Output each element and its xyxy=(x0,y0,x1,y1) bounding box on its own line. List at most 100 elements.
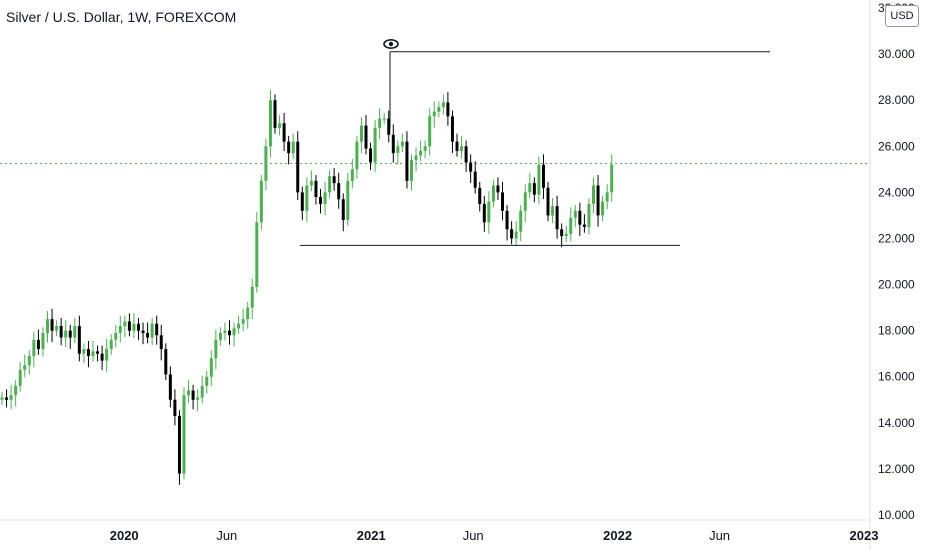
candle-up xyxy=(400,141,404,147)
candle-down xyxy=(446,102,450,117)
candle-down xyxy=(68,330,72,338)
candle-down xyxy=(332,176,336,184)
candle-up xyxy=(410,160,413,181)
candle-down xyxy=(168,374,172,400)
candle-up xyxy=(268,100,272,147)
candle-up xyxy=(23,365,27,370)
candle-up xyxy=(460,146,464,151)
candle-up xyxy=(278,123,282,128)
x-tick-label: 2021 xyxy=(357,528,386,543)
candle-up xyxy=(396,146,400,154)
candle-up xyxy=(91,351,95,356)
candle-up xyxy=(105,349,109,361)
candle-up xyxy=(196,397,200,400)
candle-up xyxy=(610,164,614,193)
candle-down xyxy=(96,351,100,354)
candle-up xyxy=(382,118,386,120)
candle-down xyxy=(282,123,286,142)
candle-down xyxy=(501,192,504,211)
candle-up xyxy=(423,146,427,151)
candle-up xyxy=(237,323,241,329)
candle-up xyxy=(346,180,350,221)
candle-up xyxy=(123,321,127,327)
candle-up xyxy=(328,176,332,193)
candle-down xyxy=(496,185,500,193)
candle-up xyxy=(32,339,36,356)
candle-down xyxy=(319,196,322,204)
time-axis[interactable]: 2020 Jun 2021 Jun 2022 Jun 2023 xyxy=(110,528,879,543)
candle-down xyxy=(337,183,341,200)
candle-up xyxy=(187,390,191,396)
candle-up xyxy=(255,222,259,287)
candle-up xyxy=(205,376,209,386)
candle-down xyxy=(177,415,181,474)
candle-up xyxy=(132,323,136,331)
candle-up xyxy=(46,319,49,333)
candle-down xyxy=(405,141,409,181)
candle-down xyxy=(228,330,231,336)
candlestick-series xyxy=(0,89,614,485)
candle-down xyxy=(505,210,509,230)
x-tick-label: Jun xyxy=(709,528,730,543)
x-tick-label: 2020 xyxy=(110,528,139,543)
candle-down xyxy=(387,118,391,135)
candle-up xyxy=(528,183,532,193)
candle-up xyxy=(587,203,591,227)
candle-up xyxy=(218,332,222,340)
eye-icon[interactable] xyxy=(383,38,399,49)
candle-down xyxy=(364,125,368,149)
candle-up xyxy=(441,102,445,108)
candle-up xyxy=(214,339,218,359)
y-tick-label: 26.000 xyxy=(878,139,915,153)
candle-down xyxy=(300,192,304,211)
price-axis[interactable]: 10.000 12.000 14.000 16.000 18.000 20.000 22.0… xyxy=(878,1,915,522)
candle-down xyxy=(59,326,63,338)
y-tick-label: 16.000 xyxy=(878,370,915,384)
candle-down xyxy=(464,146,468,163)
candle-up xyxy=(232,328,236,336)
candle-up xyxy=(551,206,555,216)
candle-down xyxy=(146,332,150,338)
candle-down xyxy=(127,321,131,331)
candle-up xyxy=(355,141,359,170)
candle-up xyxy=(118,326,122,333)
y-tick-label: 24.000 xyxy=(878,185,915,199)
candle-down xyxy=(86,349,90,356)
y-tick-label: 22.000 xyxy=(878,231,915,245)
candle-down xyxy=(5,397,9,400)
currency-button[interactable]: USD xyxy=(885,5,919,27)
chart-title: Silver / U.S. Dollar, 1W, FOREXCOM xyxy=(6,9,237,25)
candle-up xyxy=(27,355,31,366)
candle-up xyxy=(378,118,382,128)
x-tick-label: Jun xyxy=(463,528,484,543)
candle-up xyxy=(487,201,491,223)
candle-up xyxy=(200,385,204,398)
candle-down xyxy=(578,210,582,225)
y-tick-label: 28.000 xyxy=(878,93,915,107)
candle-down xyxy=(287,141,291,154)
candle-up xyxy=(350,169,354,181)
y-tick-label: 10.000 xyxy=(878,508,915,522)
candle-up xyxy=(437,107,441,112)
candle-up xyxy=(182,395,186,474)
candle-down xyxy=(555,206,559,230)
candle-down xyxy=(100,353,104,361)
candle-up xyxy=(73,326,77,338)
candle-down xyxy=(141,330,145,333)
x-tick-label: 2023 xyxy=(850,528,879,543)
candle-down xyxy=(191,390,195,400)
candle-down xyxy=(510,229,514,239)
candle-up xyxy=(428,116,432,147)
candle-down xyxy=(546,187,550,216)
y-tick-label: 12.000 xyxy=(878,462,915,476)
candle-down xyxy=(341,199,345,221)
candle-down xyxy=(159,335,163,350)
candle-down xyxy=(541,164,545,188)
drawing-annotations[interactable] xyxy=(300,38,770,246)
candle-up xyxy=(82,349,86,354)
candle-down xyxy=(473,171,477,188)
candle-down xyxy=(482,203,486,223)
candle-up xyxy=(41,332,45,350)
candle-up xyxy=(250,286,254,308)
